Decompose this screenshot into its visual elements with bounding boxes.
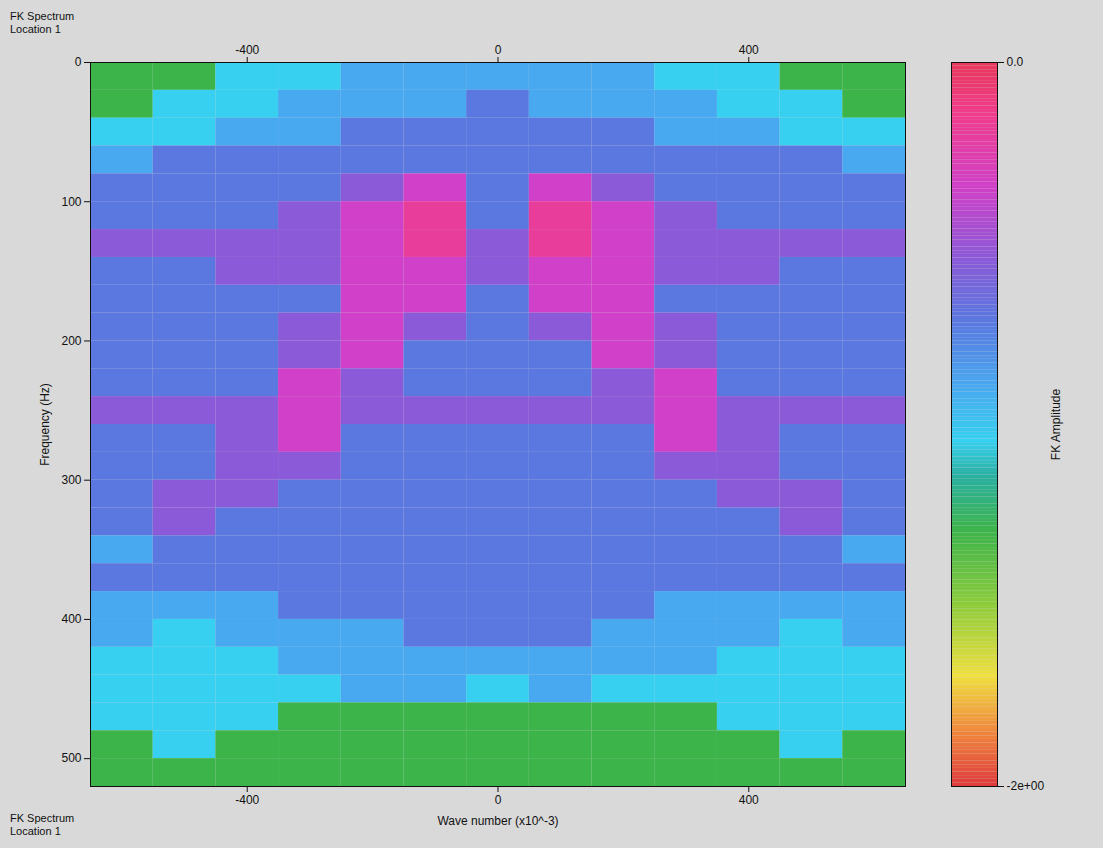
html-text:FK Spectrum: FK Spectrum (10, 812, 75, 824)
svg-text:-2e+00: -2e+00 (1007, 779, 1045, 793)
html-text:Location 1: Location 1 (10, 825, 61, 837)
svg-text:300: 300 (61, 473, 81, 487)
svg-text:100: 100 (61, 195, 81, 209)
html-text:Location 1: Location 1 (10, 23, 61, 35)
svg-text:0.0: 0.0 (1007, 55, 1024, 69)
html-text:FK Spectrum: FK Spectrum (10, 10, 75, 22)
svg-text:Wave number (x10^-3): Wave number (x10^-3) (437, 814, 558, 828)
svg-text:Frequency (Hz): Frequency (Hz) (38, 383, 52, 466)
svg-text:200: 200 (61, 334, 81, 348)
svg-text:400: 400 (739, 793, 759, 807)
svg-text:0: 0 (495, 43, 502, 57)
svg-text:400: 400 (61, 612, 81, 626)
svg-text:0: 0 (495, 793, 502, 807)
svg-text:400: 400 (739, 43, 759, 57)
svg-text:0: 0 (75, 55, 82, 69)
svg-text:FK Amplitude: FK Amplitude (1049, 388, 1063, 460)
svg-text:-400: -400 (235, 43, 259, 57)
svg-text:500: 500 (61, 751, 81, 765)
svg-text:-400: -400 (235, 793, 259, 807)
